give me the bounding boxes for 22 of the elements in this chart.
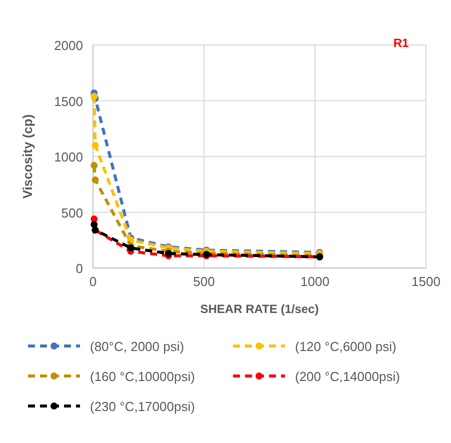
y-axis-title: Viscosity (cp) — [20, 114, 35, 199]
x-tick-label: 1000 — [300, 274, 330, 289]
y-tick-label: 0 — [76, 261, 83, 276]
point — [92, 142, 99, 149]
x-axis-title: SHEAR RATE (1/sec) — [200, 302, 319, 316]
legend-label: (120 °C,6000 psi) — [295, 339, 396, 354]
point — [90, 92, 98, 100]
x-tick-label: 0 — [89, 274, 97, 289]
legend-label: (200 °C,14000psi) — [295, 369, 400, 384]
point — [90, 221, 98, 228]
legend-label: (230 °C,17000psi) — [90, 399, 195, 414]
point — [90, 162, 98, 169]
y-tick-label: 2000 — [54, 38, 83, 53]
chart-title: R1 — [393, 36, 409, 50]
legend-label: (160 °C,10000psi) — [90, 369, 195, 384]
legend-label: (80°C, 2000 psi) — [90, 339, 184, 354]
y-tick-label: 500 — [61, 205, 83, 220]
x-tick-label: 1500 — [412, 274, 440, 289]
y-tick-label: 1000 — [54, 150, 83, 164]
y-tick-label: 1500 — [54, 94, 83, 109]
point — [92, 176, 99, 184]
x-tick-label: 500 — [193, 274, 215, 289]
